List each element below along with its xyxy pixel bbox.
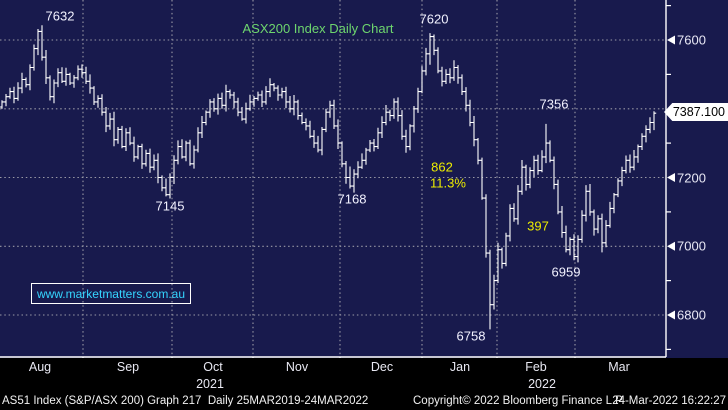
chart-title: ASX200 Index Daily Chart bbox=[242, 21, 394, 36]
y-axis-label: 6800 bbox=[677, 307, 706, 323]
watermark-link[interactable]: www.marketmatters.com.au bbox=[36, 286, 186, 301]
month-label: Mar bbox=[608, 360, 630, 374]
y-axis-label: 7600 bbox=[677, 32, 706, 48]
price-annotation: 6959 bbox=[551, 264, 581, 280]
plot-background bbox=[0, 0, 728, 358]
month-label: Aug bbox=[28, 360, 52, 374]
month-label: Sep bbox=[116, 360, 140, 374]
price-annotation: 7356 bbox=[539, 96, 569, 112]
y-tick-arrow bbox=[667, 35, 675, 45]
price-chart bbox=[0, 0, 675, 358]
y-axis-label: 7200 bbox=[677, 170, 706, 185]
price-annotation: 7632 bbox=[45, 8, 75, 24]
ticker-description: AS51 Index (S&P/ASX 200) Graph 217 Daily… bbox=[2, 395, 369, 407]
month-label: Dec bbox=[370, 360, 394, 374]
month-label: Feb bbox=[525, 360, 547, 374]
month-label: Oct bbox=[203, 360, 223, 374]
ohlc-bars bbox=[0, 25, 657, 330]
year-label: 2022 bbox=[528, 377, 556, 391]
price-annotation: 397 bbox=[527, 218, 549, 234]
price-annotation: 6758 bbox=[456, 328, 486, 344]
year-label: 2021 bbox=[196, 377, 224, 391]
y-tick-arrow bbox=[667, 173, 675, 182]
price-annotation: 7620 bbox=[419, 11, 449, 27]
month-label: Jan bbox=[449, 360, 471, 374]
y-tick-arrow bbox=[667, 241, 675, 251]
status-bar: AS51 Index (S&P/ASX 200) Graph 217 Daily… bbox=[0, 393, 728, 410]
y-axis-label: 7000 bbox=[677, 238, 706, 254]
price-annotation: 862 bbox=[431, 159, 453, 175]
copyright-text: Copyright© 2022 Bloomberg Finance L.P. bbox=[413, 395, 625, 407]
watermark-box: www.marketmatters.com.au bbox=[31, 283, 191, 304]
y-tick-arrow bbox=[667, 310, 675, 320]
price-annotation: 7168 bbox=[337, 191, 367, 207]
price-annotation: 7145 bbox=[155, 198, 185, 214]
month-label: Nov bbox=[285, 360, 309, 374]
timestamp: 24-Mar-2022 16:22:27 bbox=[612, 395, 726, 407]
price-annotation: 11.3% bbox=[430, 175, 466, 191]
last-price-badge: 7387.100 bbox=[664, 103, 728, 121]
